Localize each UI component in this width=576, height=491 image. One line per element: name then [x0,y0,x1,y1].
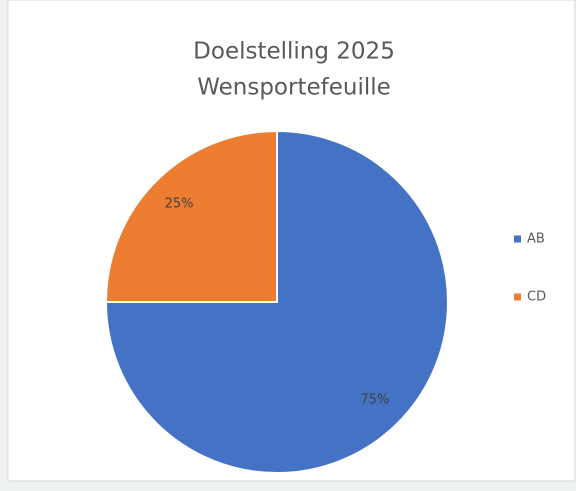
pie-slice [104,129,449,474]
legend-swatch [514,235,521,243]
legend-label: CD [527,290,546,305]
legend-label: AB [527,232,545,247]
chart-title: Doelstelling 2025 [193,39,395,65]
data-label: 25% [165,197,194,212]
pie-slice [104,129,278,303]
data-label: 75% [360,392,389,407]
legend-swatch [514,293,521,301]
chart-title: Wensportefeuille [197,75,391,101]
